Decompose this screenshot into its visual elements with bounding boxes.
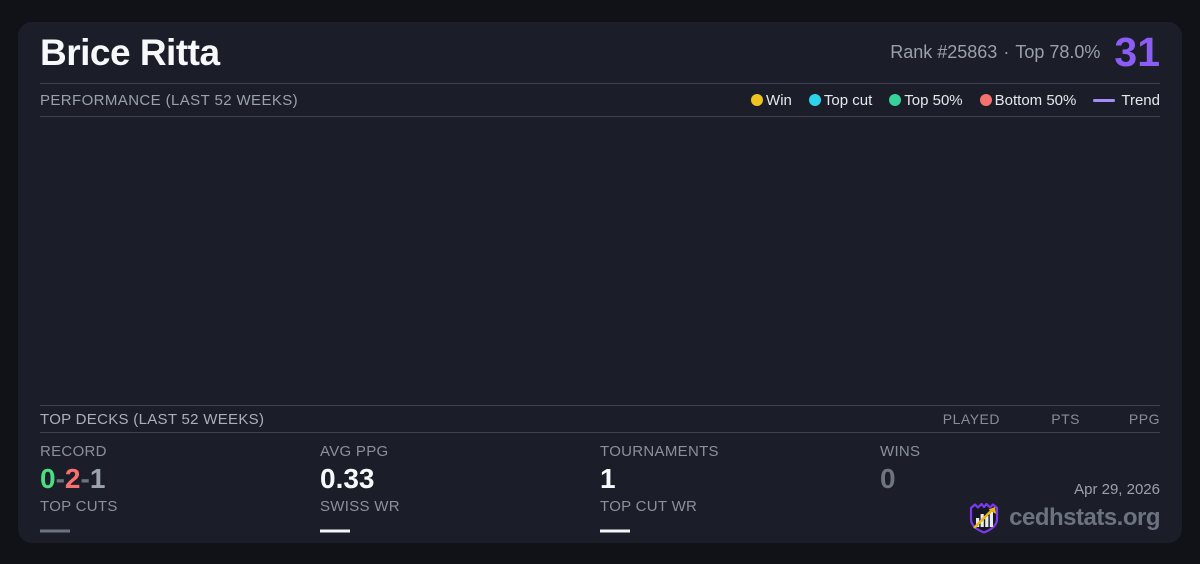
record-value: 0-2-1	[40, 462, 320, 495]
rank-text: Rank #25863	[890, 42, 998, 62]
column-header-ppg: PPG	[1128, 411, 1160, 427]
stat-avg-ppg: AVG PPG 0.33	[320, 442, 600, 495]
stat-label: TOURNAMENTS	[600, 443, 719, 460]
stat-record: RECORD 0-2-1	[40, 442, 320, 495]
performance-chart-area	[40, 117, 1160, 406]
legend-label: Trend	[1121, 91, 1160, 109]
avg-ppg-value: 0.33	[320, 463, 375, 494]
brand-wordmark: cedhstats.org	[1009, 504, 1160, 531]
record-losses: 2	[64, 463, 81, 494]
stat-top-cut-wr: TOP CUT WR —	[600, 497, 880, 546]
legend-label: Win	[766, 91, 792, 109]
top-50-dot-icon	[889, 94, 902, 106]
column-header-pts: PTS	[1051, 411, 1080, 427]
top-percent-text: Top 78.0%	[1015, 42, 1101, 62]
tournaments-value: 1	[600, 463, 616, 494]
stat-label: RECORD	[40, 443, 107, 460]
top-decks-title: TOP DECKS (LAST 52 WEEKS)	[40, 410, 265, 428]
legend-item-bottom-50: Bottom 50%	[979, 91, 1077, 109]
legend-item-win: Win	[751, 92, 792, 109]
trend-line-icon	[1093, 98, 1116, 102]
legend-label: Top 50%	[904, 91, 963, 109]
stat-swiss-wr: SWISS WR —	[320, 497, 600, 546]
stat-tournaments: TOURNAMENTS 1	[600, 442, 880, 495]
stat-label: AVG PPG	[320, 443, 389, 460]
stat-label: TOP CUT WR	[600, 498, 698, 515]
stat-label: TOP CUTS	[40, 498, 118, 515]
legend-item-top-50: Top 50%	[889, 91, 963, 109]
wins-value: 0	[880, 463, 896, 494]
legend-item-top-cut: Top cut	[808, 91, 873, 109]
chart-legend: Win Top cut Top 50% Bottom 50% Trend	[751, 92, 1160, 109]
performance-section-header: PERFORMANCE (LAST 52 WEEKS) Win Top cut …	[40, 84, 1160, 117]
performance-title: PERFORMANCE (LAST 52 WEEKS)	[40, 91, 299, 109]
stat-top-cuts: TOP CUTS —	[40, 497, 320, 546]
bottom-50-dot-icon	[979, 94, 992, 106]
top-decks-section-header: TOP DECKS (LAST 52 WEEKS) PLAYED PTS PPG	[40, 406, 1160, 433]
stat-label: SWISS WR	[320, 498, 400, 515]
score-value: 31	[1114, 29, 1160, 75]
dot-separator: ·	[1003, 42, 1010, 62]
rank-line: Rank #25863 · Top 78.0%	[890, 42, 1100, 63]
stats-grid: RECORD 0-2-1 AVG PPG 0.33 TOURNAMENTS 1 …	[40, 442, 1160, 546]
rank-summary: Rank #25863 · Top 78.0% 31	[890, 32, 1160, 73]
swiss-wr-value: —	[320, 513, 350, 546]
top-cut-wr-value: —	[600, 513, 630, 546]
card-footer: Apr 29, 2026 cedhstats.org	[967, 481, 1160, 535]
page-title: Brice Ritta	[40, 31, 220, 73]
legend-item-trend: Trend	[1093, 92, 1160, 109]
column-header-played: PLAYED	[942, 411, 1000, 427]
stat-label: WINS	[880, 443, 921, 460]
top-cut-dot-icon	[808, 94, 821, 106]
legend-label: Bottom 50%	[994, 91, 1077, 109]
legend-label: Top cut	[823, 91, 873, 109]
top-cuts-value: —	[40, 513, 70, 546]
brand: cedhstats.org	[967, 501, 1160, 535]
record-draws: 1	[89, 463, 106, 494]
card-header: Brice Ritta Rank #25863 · Top 78.0% 31	[40, 22, 1160, 84]
record-wins: 0	[40, 463, 56, 494]
player-stats-card: Brice Ritta Rank #25863 · Top 78.0% 31 PER…	[18, 22, 1182, 546]
record-separator: -	[55, 463, 65, 494]
top-decks-columns: PLAYED PTS PPG	[920, 411, 1160, 427]
record-separator: -	[80, 463, 90, 494]
generated-date: Apr 29, 2026	[1074, 481, 1160, 498]
cedhstats-logo-icon	[970, 502, 999, 534]
win-dot-icon	[751, 94, 764, 106]
stat-wins: WINS 0	[880, 442, 1160, 495]
